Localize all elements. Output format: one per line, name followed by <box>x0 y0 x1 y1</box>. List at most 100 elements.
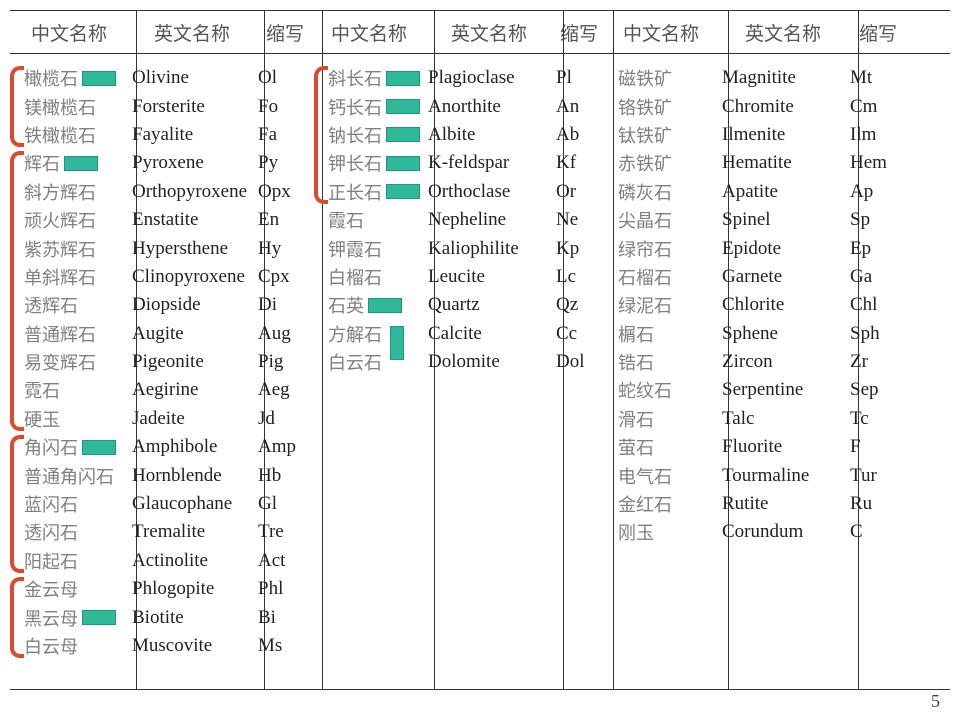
cell-ab: Gl <box>256 490 314 518</box>
cell-cn: 普通辉石 <box>10 320 128 348</box>
cell-cn: 紫苏辉石 <box>10 234 128 262</box>
cell-ab: Py <box>256 149 314 177</box>
cell-en: Hematite <box>718 149 848 177</box>
group-3: 磁铁矿铬铁矿钛铁矿赤铁矿磷灰石尖晶石绿帘石石榴石绿泥石榍石锆石蛇纹石滑石萤石电气… <box>604 54 908 689</box>
cell-cn: 钾长石 <box>314 149 424 177</box>
cell-ab: Qz <box>554 291 604 319</box>
cell-cn: 榍石 <box>604 320 718 348</box>
cell-en: Calcite <box>424 320 554 348</box>
cell-ab: Aug <box>256 320 314 348</box>
highlight-box <box>386 99 420 114</box>
cell-cn: 铁橄榄石 <box>10 121 128 149</box>
cell-cn: 白云石 <box>314 348 424 376</box>
cell-cn: 铬铁矿 <box>604 92 718 120</box>
cell-cn: 单斜辉石 <box>10 263 128 291</box>
cell-cn: 镁橄榄石 <box>10 92 128 120</box>
cell-cn: 锆石 <box>604 348 718 376</box>
cell-ab: Tc <box>848 405 908 433</box>
cell-cn: 钾霞石 <box>314 234 424 262</box>
cell-en: Talc <box>718 405 848 433</box>
cell-cn: 萤石 <box>604 433 718 461</box>
col-cn-3: 磁铁矿铬铁矿钛铁矿赤铁矿磷灰石尖晶石绿帘石石榴石绿泥石榍石锆石蛇纹石滑石萤石电气… <box>604 54 718 689</box>
header-cn-2: 中文名称 <box>314 19 424 46</box>
cell-en: Garnete <box>718 263 848 291</box>
cell-en: Muscovite <box>128 632 256 660</box>
cell-cn: 石英 <box>314 291 424 319</box>
cell-ab: Ab <box>554 121 604 149</box>
cell-en: Leucite <box>424 263 554 291</box>
cell-ab: Ol <box>256 64 314 92</box>
cell-en: Nepheline <box>424 206 554 234</box>
col-ab-2: PlAnAbKfOrNeKpLcQzCcDol <box>554 54 604 689</box>
cell-en: Tourmaline <box>718 461 848 489</box>
cell-ab: Ap <box>848 178 908 206</box>
cell-cn: 黑云母 <box>10 603 128 631</box>
cell-en: Pigeonite <box>128 348 256 376</box>
body-area: 橄榄石镁橄榄石铁橄榄石辉石斜方辉石顽火辉石紫苏辉石单斜辉石透辉石普通辉石易变辉石… <box>10 54 950 690</box>
cell-en: Zircon <box>718 348 848 376</box>
cell-ab: Dol <box>554 348 604 376</box>
group-1: 橄榄石镁橄榄石铁橄榄石辉石斜方辉石顽火辉石紫苏辉石单斜辉石透辉石普通辉石易变辉石… <box>10 54 314 689</box>
header-row: 中文名称 英文名称 缩写 中文名称 英文名称 缩写 中文名称 英文名称 缩写 <box>10 10 950 54</box>
highlight-box <box>386 71 420 86</box>
cell-ab: Di <box>256 291 314 319</box>
cell-en: Chlorite <box>718 291 848 319</box>
cell-en: Orthopyroxene <box>128 178 256 206</box>
col-en-1: OlivineForsteriteFayalitePyroxeneOrthopy… <box>128 54 256 689</box>
cell-en: Ilmenite <box>718 121 848 149</box>
cell-cn: 蛇纹石 <box>604 376 718 404</box>
cell-ab: Sp <box>848 206 908 234</box>
cell-ab: Phl <box>256 575 314 603</box>
cell-en: Kaliophilite <box>424 234 554 262</box>
cell-cn: 电气石 <box>604 461 718 489</box>
cell-ab: Jd <box>256 405 314 433</box>
cell-cn: 滑石 <box>604 405 718 433</box>
col-ab-3: MtCmIlmHemApSpEpGaChlSphZrSepTcFTurRuC <box>848 54 908 689</box>
cell-ab: Amp <box>256 433 314 461</box>
cell-ab: Ep <box>848 234 908 262</box>
cell-cn: 金云母 <box>10 575 128 603</box>
cell-cn: 霓石 <box>10 376 128 404</box>
cell-cn: 斜长石 <box>314 64 424 92</box>
col-cn-2: 斜长石钙长石钠长石钾长石正长石霞石钾霞石白榴石石英方解石白云石 <box>314 54 424 689</box>
cell-cn: 顽火辉石 <box>10 206 128 234</box>
cell-ab: Tre <box>256 518 314 546</box>
cell-cn: 白云母 <box>10 632 128 660</box>
cell-cn: 蓝闪石 <box>10 490 128 518</box>
cell-ab: Opx <box>256 178 314 206</box>
highlight-box <box>368 298 402 313</box>
cell-ab: C <box>848 518 908 546</box>
cell-en: Sphene <box>718 320 848 348</box>
cell-ab: Mt <box>848 64 908 92</box>
cell-cn: 阳起石 <box>10 547 128 575</box>
cell-en: Albite <box>424 121 554 149</box>
cell-cn: 方解石 <box>314 320 424 348</box>
cell-ab: F <box>848 433 908 461</box>
cell-en: Fayalite <box>128 121 256 149</box>
cell-ab: Hem <box>848 149 908 177</box>
highlight-box <box>386 156 420 171</box>
cell-cn: 辉石 <box>10 149 128 177</box>
cell-ab: Sep <box>848 376 908 404</box>
cell-en: Olivine <box>128 64 256 92</box>
cell-ab: Ru <box>848 490 908 518</box>
cell-ab: Chl <box>848 291 908 319</box>
cell-cn: 石榴石 <box>604 263 718 291</box>
cell-en: Hypersthene <box>128 234 256 262</box>
cell-ab: Cc <box>554 320 604 348</box>
col-en-3: MagnititeChromiteIlmeniteHematiteApatite… <box>718 54 848 689</box>
cell-en: Dolomite <box>424 348 554 376</box>
cell-en: Anorthite <box>424 92 554 120</box>
cell-en: Spinel <box>718 206 848 234</box>
cell-ab: Pig <box>256 348 314 376</box>
cell-ab: Kp <box>554 234 604 262</box>
cell-en: Serpentine <box>718 376 848 404</box>
highlight-box <box>386 184 420 199</box>
cell-en: Tremalite <box>128 518 256 546</box>
cell-cn: 钙长石 <box>314 92 424 120</box>
cell-ab: An <box>554 92 604 120</box>
cell-ab: Fo <box>256 92 314 120</box>
mineral-table: 中文名称 英文名称 缩写 中文名称 英文名称 缩写 中文名称 英文名称 缩写 橄… <box>10 10 950 710</box>
cell-cn: 钠长石 <box>314 121 424 149</box>
cell-ab: Bi <box>256 603 314 631</box>
